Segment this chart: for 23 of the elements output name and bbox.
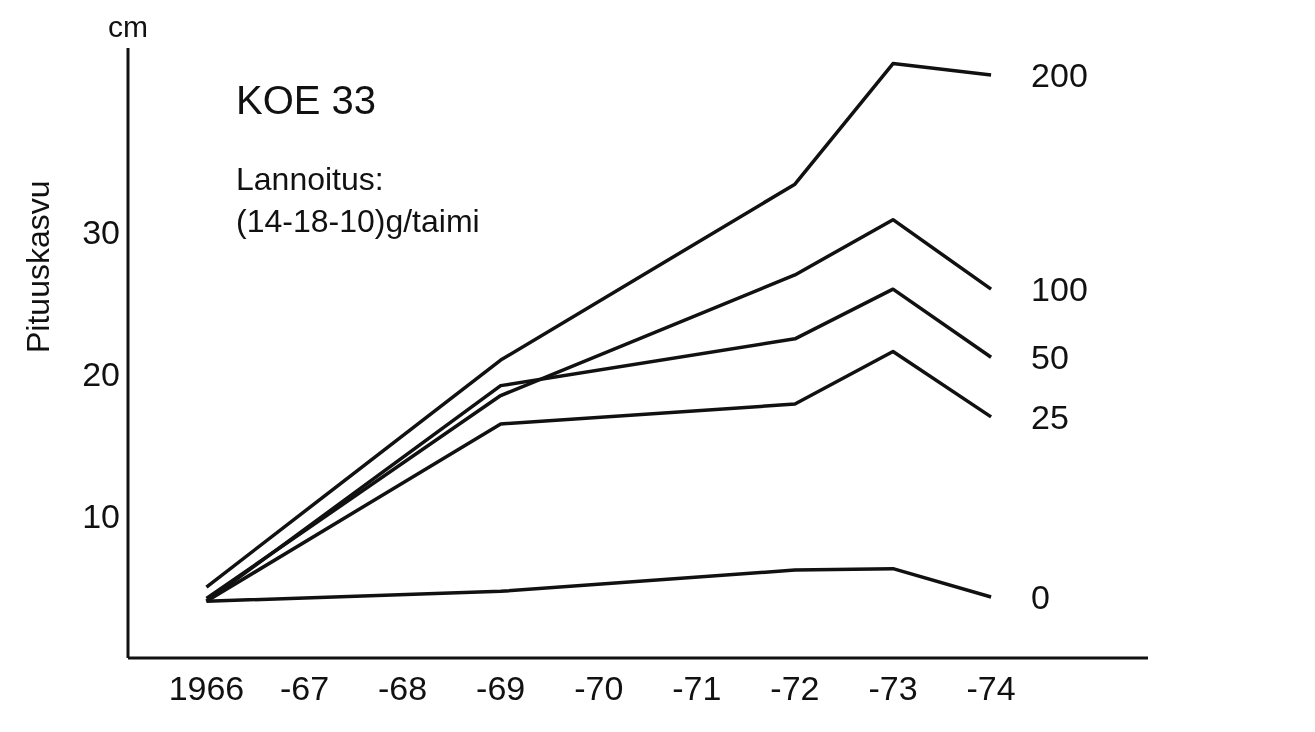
- annotation: (14-18-10)g/taimi: [236, 202, 480, 241]
- y-tick-label: 10: [82, 497, 120, 536]
- y-tick-label: 20: [82, 355, 120, 394]
- x-tick-label: -73: [868, 669, 918, 708]
- annotation: Lannoitus:: [236, 160, 385, 199]
- series-label: 200: [1031, 55, 1088, 94]
- x-tick-label: -67: [279, 669, 330, 708]
- series-label: 25: [1031, 397, 1069, 436]
- x-tick-label: -74: [966, 669, 1016, 708]
- x-tick-label: -72: [770, 669, 820, 708]
- x-tick-label: -70: [574, 669, 624, 708]
- x-tick-label: -68: [378, 669, 428, 708]
- text: cm: [108, 10, 148, 44]
- x-tick-label: 1966: [168, 669, 245, 708]
- y-tick-label: 30: [82, 213, 120, 252]
- line-series: [204, 61, 993, 589]
- x-tick-label: -71: [672, 669, 722, 708]
- text: KOE 33: [236, 78, 377, 123]
- y-axis-title: Pituuskasvu: [20, 180, 57, 353]
- series-label: 50: [1031, 338, 1069, 377]
- x-tick-label: -69: [476, 669, 526, 708]
- series-label: 0: [1031, 578, 1050, 616]
- series-label: 100: [1031, 270, 1088, 309]
